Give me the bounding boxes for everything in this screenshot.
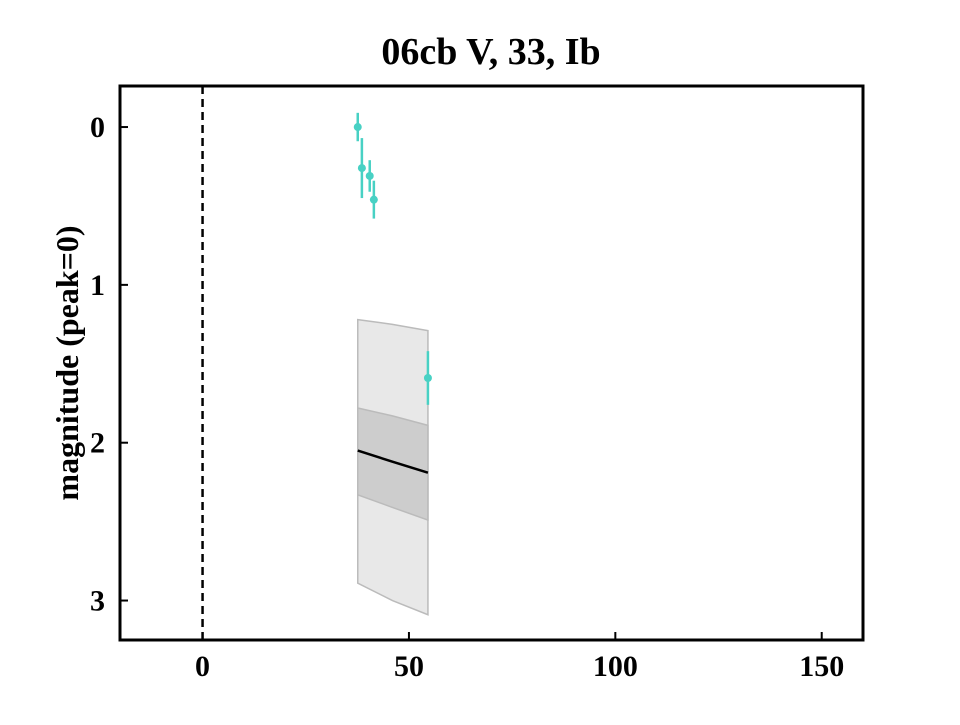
y-tick-label: 1 [90, 269, 105, 302]
data-point [353, 123, 362, 132]
y-tick-label: 0 [90, 111, 105, 144]
data-point [423, 373, 432, 382]
x-tick-label: 150 [799, 650, 844, 683]
y-tick-label: 2 [90, 427, 105, 460]
y-tick-label: 3 [90, 585, 105, 618]
data-point [365, 171, 374, 180]
plot-frame [118, 84, 865, 642]
x-tick-label: 50 [394, 650, 424, 683]
x-tick-label: 100 [593, 650, 638, 683]
data-point [357, 164, 366, 173]
model-line [357, 449, 429, 474]
y-axis-label: magnitude (peak=0) [49, 225, 85, 500]
band [357, 407, 429, 522]
x-tick-label: 0 [195, 650, 210, 683]
chart-title: 06cb V, 33, Ib [381, 31, 600, 73]
data-point [369, 195, 378, 204]
